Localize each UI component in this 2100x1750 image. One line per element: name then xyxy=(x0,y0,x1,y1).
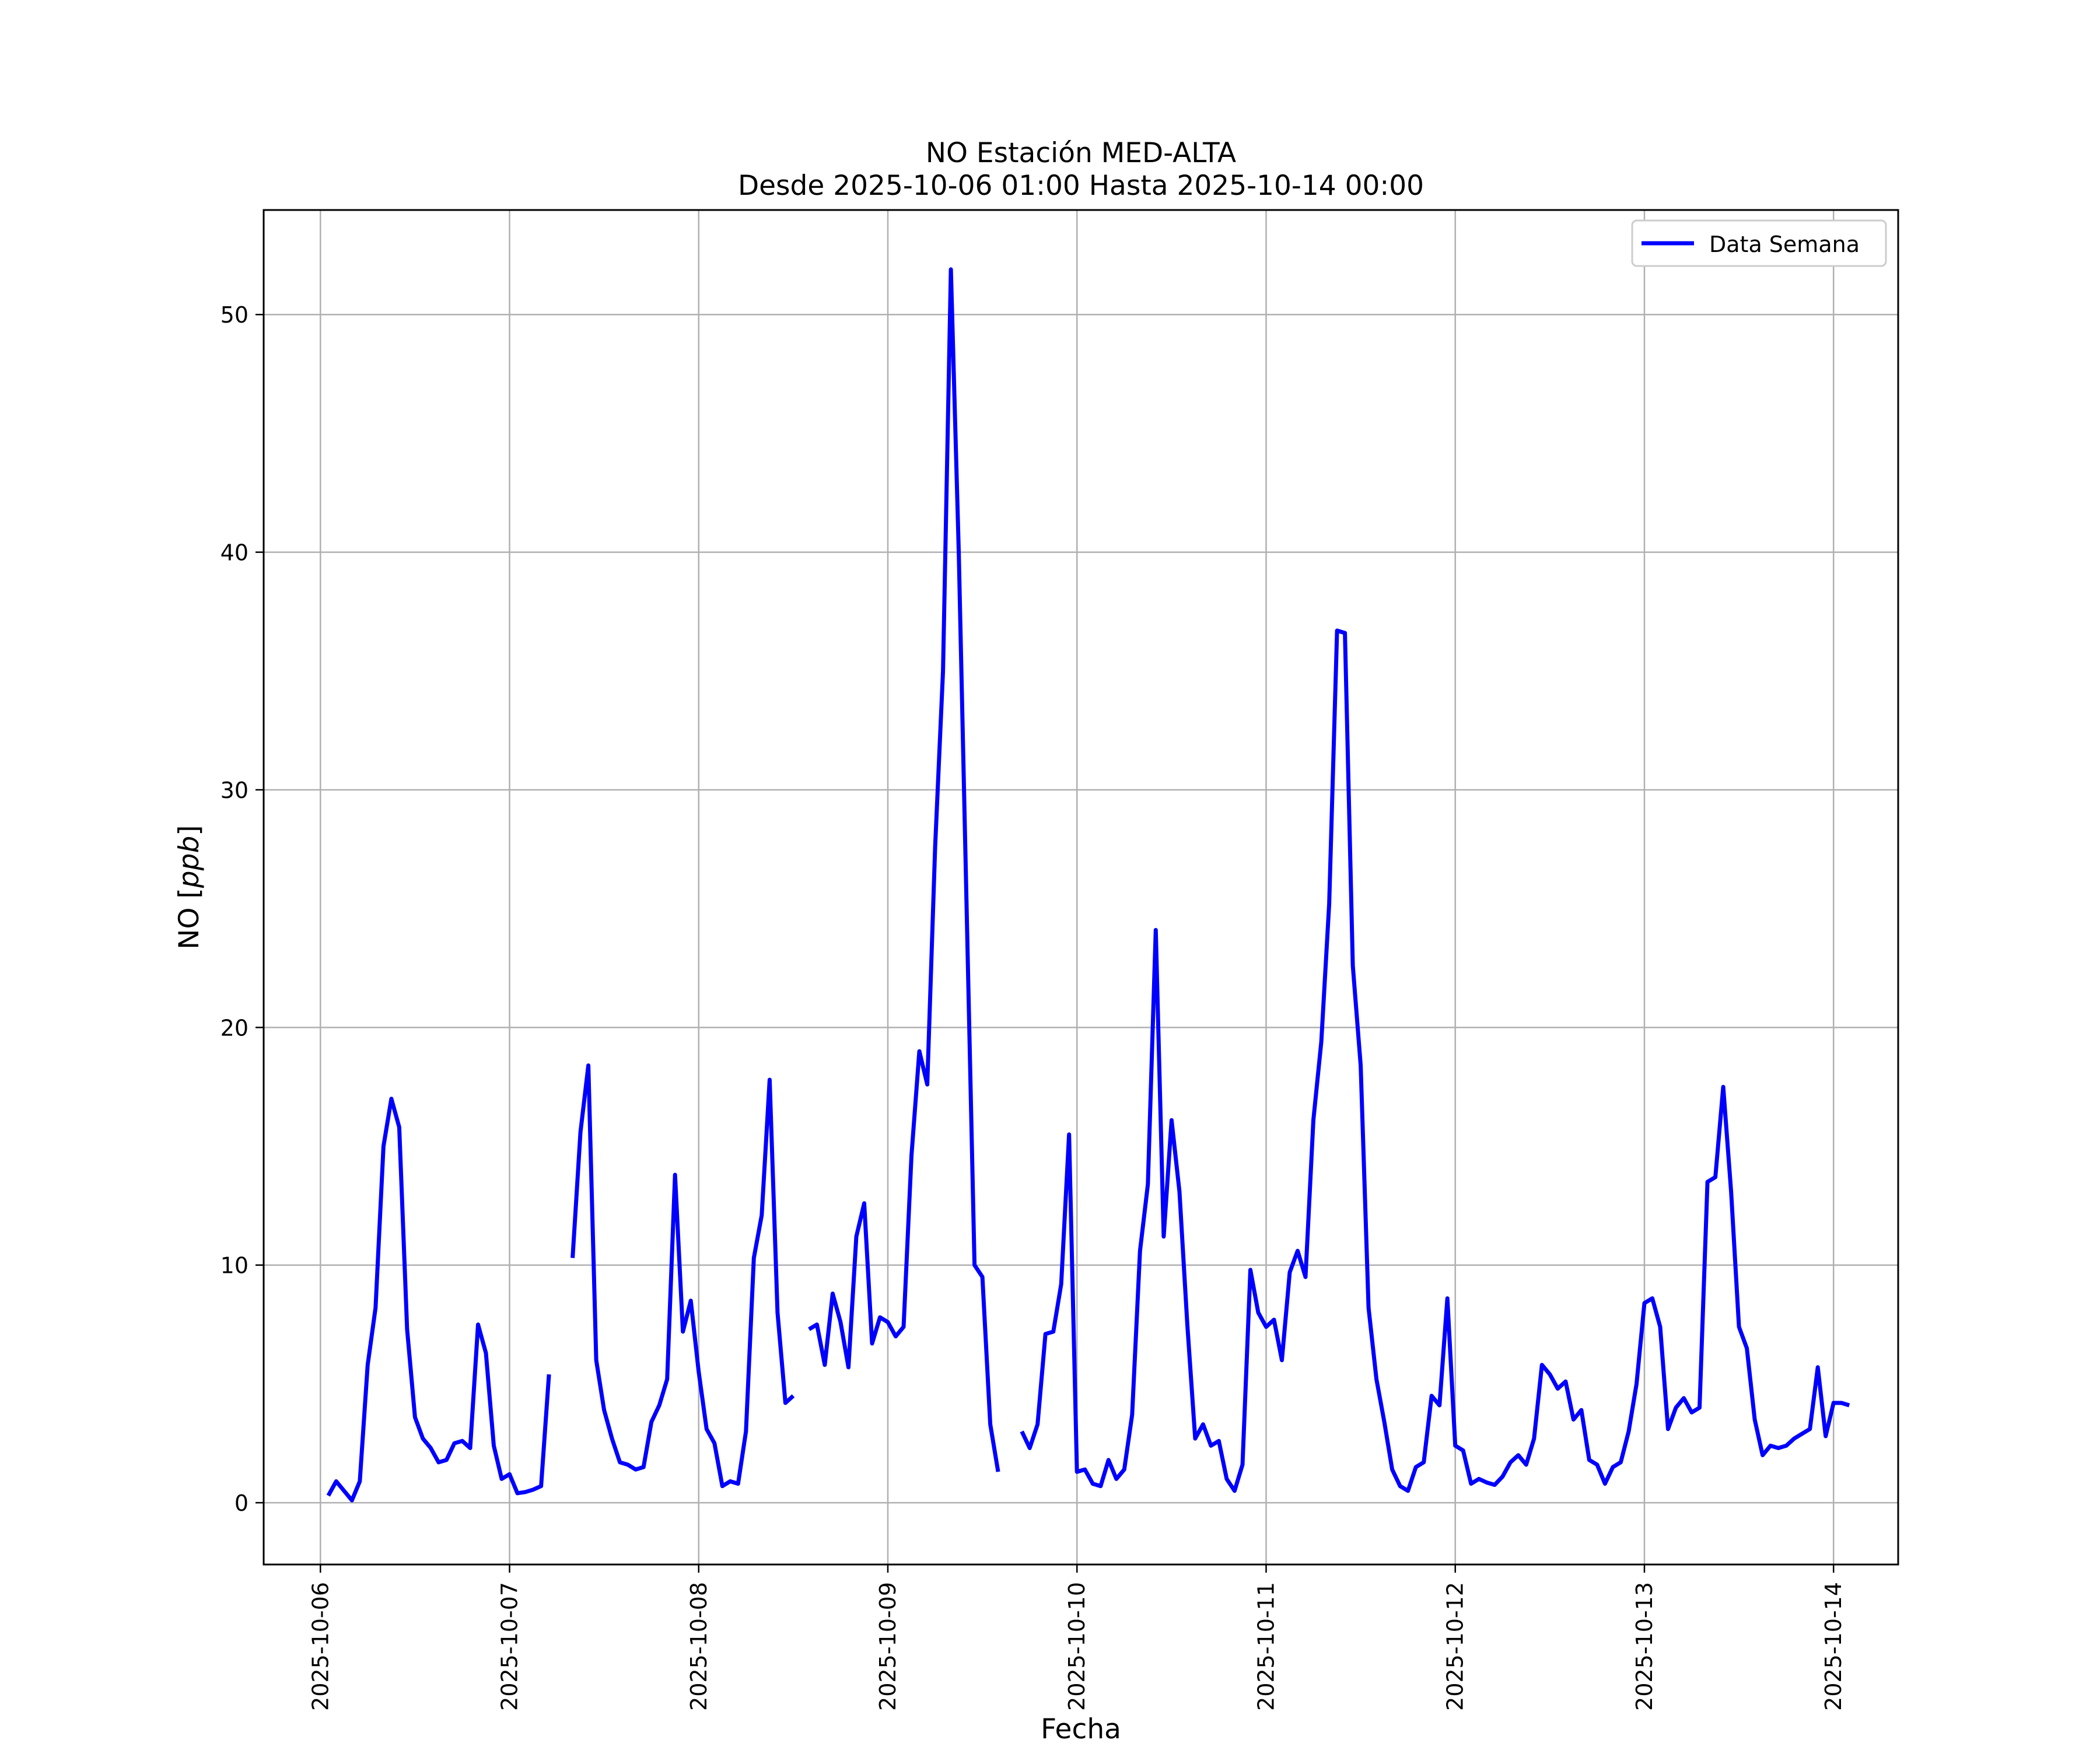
x-tick-label: 2025-10-07 xyxy=(497,1582,523,1711)
y-tick-label: 30 xyxy=(220,778,249,803)
plot-frame xyxy=(262,209,1899,1566)
grid xyxy=(264,210,1898,1564)
x-axis-label: Fecha xyxy=(1041,1713,1121,1745)
y-axis-label-suffix: ] xyxy=(173,825,205,835)
x-tick-label: 2025-10-14 xyxy=(1821,1582,1846,1711)
y-tick-label: 50 xyxy=(220,302,249,328)
y-tick-label: 0 xyxy=(235,1490,249,1516)
y-tick-label: 10 xyxy=(220,1253,249,1279)
y-tick-label: 20 xyxy=(220,1015,249,1041)
x-axis: 2025-10-06 2025-10-07 2025-10-08 2025-10-09… xyxy=(307,1564,1846,1711)
legend-label: Data Semana xyxy=(1709,232,1860,257)
y-axis-label-prefix: NO [ xyxy=(173,888,205,949)
chart-subtitle: Desde 2025-10-06 01:00 Hasta 2025-10-14 … xyxy=(738,170,1424,202)
y-tick-label: 40 xyxy=(220,540,249,566)
x-tick-label: 2025-10-09 xyxy=(875,1582,901,1711)
y-axis-label-unit: ppb xyxy=(173,836,205,889)
x-tick-label: 2025-10-10 xyxy=(1064,1582,1090,1711)
y-axis: 0 10 20 30 40 50 xyxy=(220,302,264,1516)
series-layer xyxy=(326,267,1850,1503)
x-tick-label: 2025-10-08 xyxy=(686,1582,712,1711)
legend: Data Semana xyxy=(1631,219,1887,267)
x-tick-label: 2025-10-12 xyxy=(1443,1582,1468,1711)
y-axis-label: NO [ppb] xyxy=(173,825,205,949)
legend-box xyxy=(1631,219,1887,267)
series-line xyxy=(326,267,1850,1503)
x-tick-label: 2025-10-06 xyxy=(307,1582,333,1711)
x-tick-label: 2025-10-13 xyxy=(1632,1582,1657,1711)
chart-title: NO Estación MED-ALTA xyxy=(926,137,1236,169)
x-tick-label: 2025-10-11 xyxy=(1253,1582,1279,1711)
